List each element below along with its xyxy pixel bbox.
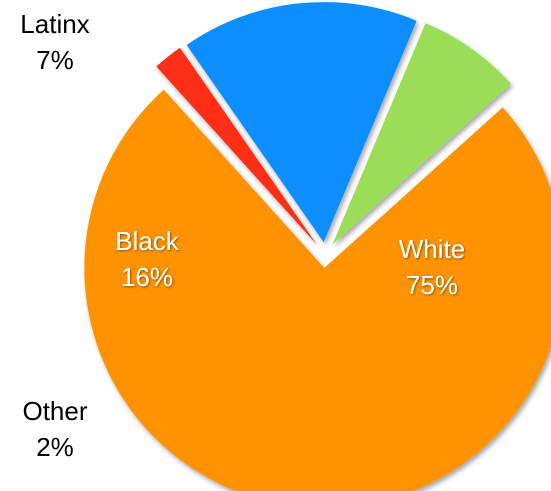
slice-value-latinx: 7% xyxy=(36,45,74,75)
slice-value-white: 75% xyxy=(406,270,458,300)
pie-slice-other xyxy=(156,47,317,245)
pie-slice-latinx xyxy=(332,23,511,245)
pie-slice-black xyxy=(186,2,417,243)
slice-value-other: 2% xyxy=(36,432,74,462)
slice-value-black: 16% xyxy=(121,262,173,292)
slice-label-other: Other xyxy=(22,396,87,426)
slice-label-black: Black xyxy=(115,226,180,256)
slice-label-latinx: Latinx xyxy=(20,9,89,39)
slice-label-white: White xyxy=(399,234,465,264)
pie-slice-white xyxy=(84,89,551,491)
